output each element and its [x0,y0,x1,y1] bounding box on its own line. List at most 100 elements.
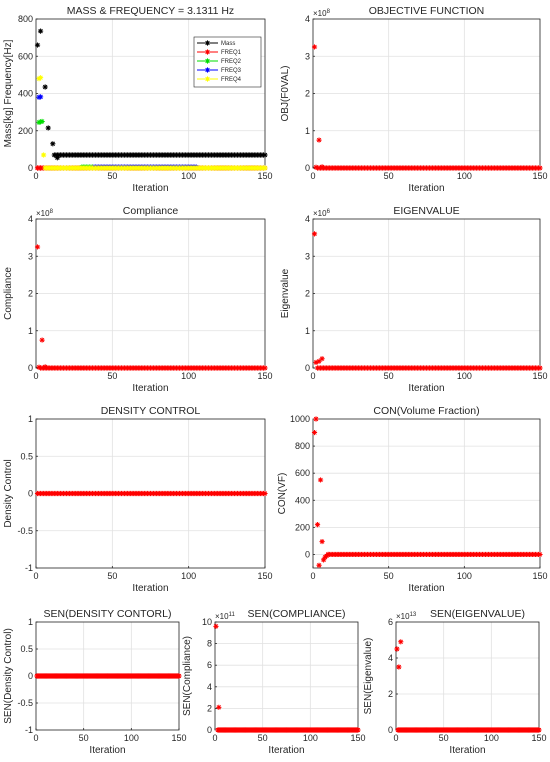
y-axis-label: CON(VF) [277,473,288,515]
axes-box [312,418,541,569]
y-tick-label: 3 [305,51,310,61]
y-tick-label: -0.5 [17,526,33,536]
x-tick-label: 150 [531,733,546,743]
x-axis-label: Iteration [408,583,444,594]
series-mass [34,28,268,161]
legend: Mass FREQ1 FREQ2 FREQ3 FREQ4 [193,36,262,88]
y-axis-label: SEN(Compliance) [182,636,193,716]
panel-p6: 0 50 100 150 0 200 400 600 800 1000 CON(Volume Fra… [277,405,548,594]
series-data [394,639,542,733]
x-tick-label: 150 [532,371,547,381]
y-tick-label: 2 [305,289,310,299]
data-point [213,623,219,629]
axis-exponent-value: 13 [410,612,417,618]
data-point [311,44,318,50]
legend-marker [204,58,211,64]
legend-entry: FREQ2 [221,59,242,65]
x-tick-label: 150 [257,571,272,581]
data-point [34,244,41,250]
y-tick-label: 3 [28,251,33,261]
y-tick-label: 1 [28,617,33,627]
y-tick-label: 0 [28,671,33,681]
y-tick-label: 200 [295,522,310,532]
x-tick-label: 50 [107,371,117,381]
x-tick-label: 50 [79,733,89,743]
y-tick-label: 4 [28,214,33,224]
y-tick-label: 400 [18,89,33,99]
data-point [319,164,325,170]
chart-title: SEN(EIGENVALUE) [430,608,525,620]
y-tick-label: 800 [295,441,310,451]
x-tick-label: 50 [258,733,268,743]
x-axis-label: Iteration [132,383,168,394]
data-point [537,365,543,371]
y-tick-label: 2 [28,289,33,299]
data-point [316,562,322,568]
data-point [41,152,47,158]
panel-p7: 0 50 100 150 -1 -0.5 0 0.5 1 SEN(DENSITY CONTORL)… [3,608,187,756]
y-tick-label: 4 [207,682,212,692]
data-point [537,165,543,171]
x-tick-label: 100 [303,733,318,743]
x-tick-label: 150 [532,171,547,181]
x-axis-label: Iteration [449,745,485,756]
y-tick-label: 1 [28,326,33,336]
data-point [54,155,60,161]
y-tick-label: 1000 [290,414,310,424]
x-tick-label: 0 [212,733,217,743]
data-point [37,94,44,100]
y-axis-label: Mass[kg] Frequency[Hz] [3,39,14,147]
y-axis-label: OBJ(F0VAL) [280,66,291,122]
y-tick-label: 600 [295,468,310,478]
data-point [313,164,319,170]
y-tick-label: 0 [28,489,33,499]
y-tick-label: 4 [388,653,393,663]
y-tick-label: 0 [305,163,310,173]
data-point [34,42,41,48]
legend-entry: FREQ4 [221,77,242,83]
y-tick-label: 0 [388,725,393,735]
x-tick-label: 0 [33,733,38,743]
data-point [313,416,319,422]
data-point [262,365,268,371]
y-axis-label: Eigenvalue [280,268,291,318]
legend-entry: FREQ3 [221,68,242,74]
y-tick-label: 200 [18,126,33,136]
chart-title: DENSITY CONTROL [101,405,201,417]
legend-entry: FREQ1 [221,50,242,56]
axis-exponent-value: 8 [327,9,331,15]
x-tick-label: 0 [393,733,398,743]
y-tick-label: 1 [305,126,310,136]
data-point [39,118,45,125]
x-tick-label: 100 [124,733,139,743]
x-tick-label: 100 [181,371,196,381]
chart-title: SEN(DENSITY CONTORL) [44,608,172,620]
data-point [216,704,222,710]
y-axis-label: Compliance [3,267,14,320]
data-point [311,429,318,436]
data-point [50,141,56,147]
panel-p3: 0 50 100 150 0 1 2 3 4×108 Compliance Iteration Com… [3,205,273,394]
x-tick-label: 50 [384,571,394,581]
y-tick-label: 1 [305,326,310,336]
data-point [396,664,402,670]
x-tick-label: 100 [457,571,472,581]
chart-title: EIGENVALUE [393,205,459,217]
axis-exponent: ×106 [313,209,331,218]
y-tick-label: 0 [28,163,33,173]
data-point [37,165,44,171]
x-tick-label: 100 [484,733,499,743]
y-axis-label: SEN(Density Control) [3,628,14,724]
x-tick-label: 100 [457,171,472,181]
y-tick-label: 3 [305,251,310,261]
data-point [262,490,268,497]
y-tick-label: 2 [388,689,393,699]
series-data [213,623,361,733]
y-tick-label: 10 [202,617,212,627]
x-tick-label: 0 [310,371,315,381]
data-point [316,358,322,364]
y-tick-label: 8 [207,639,212,649]
data-point [311,231,318,237]
y-tick-label: 600 [18,51,33,61]
y-tick-label: -1 [25,563,33,573]
